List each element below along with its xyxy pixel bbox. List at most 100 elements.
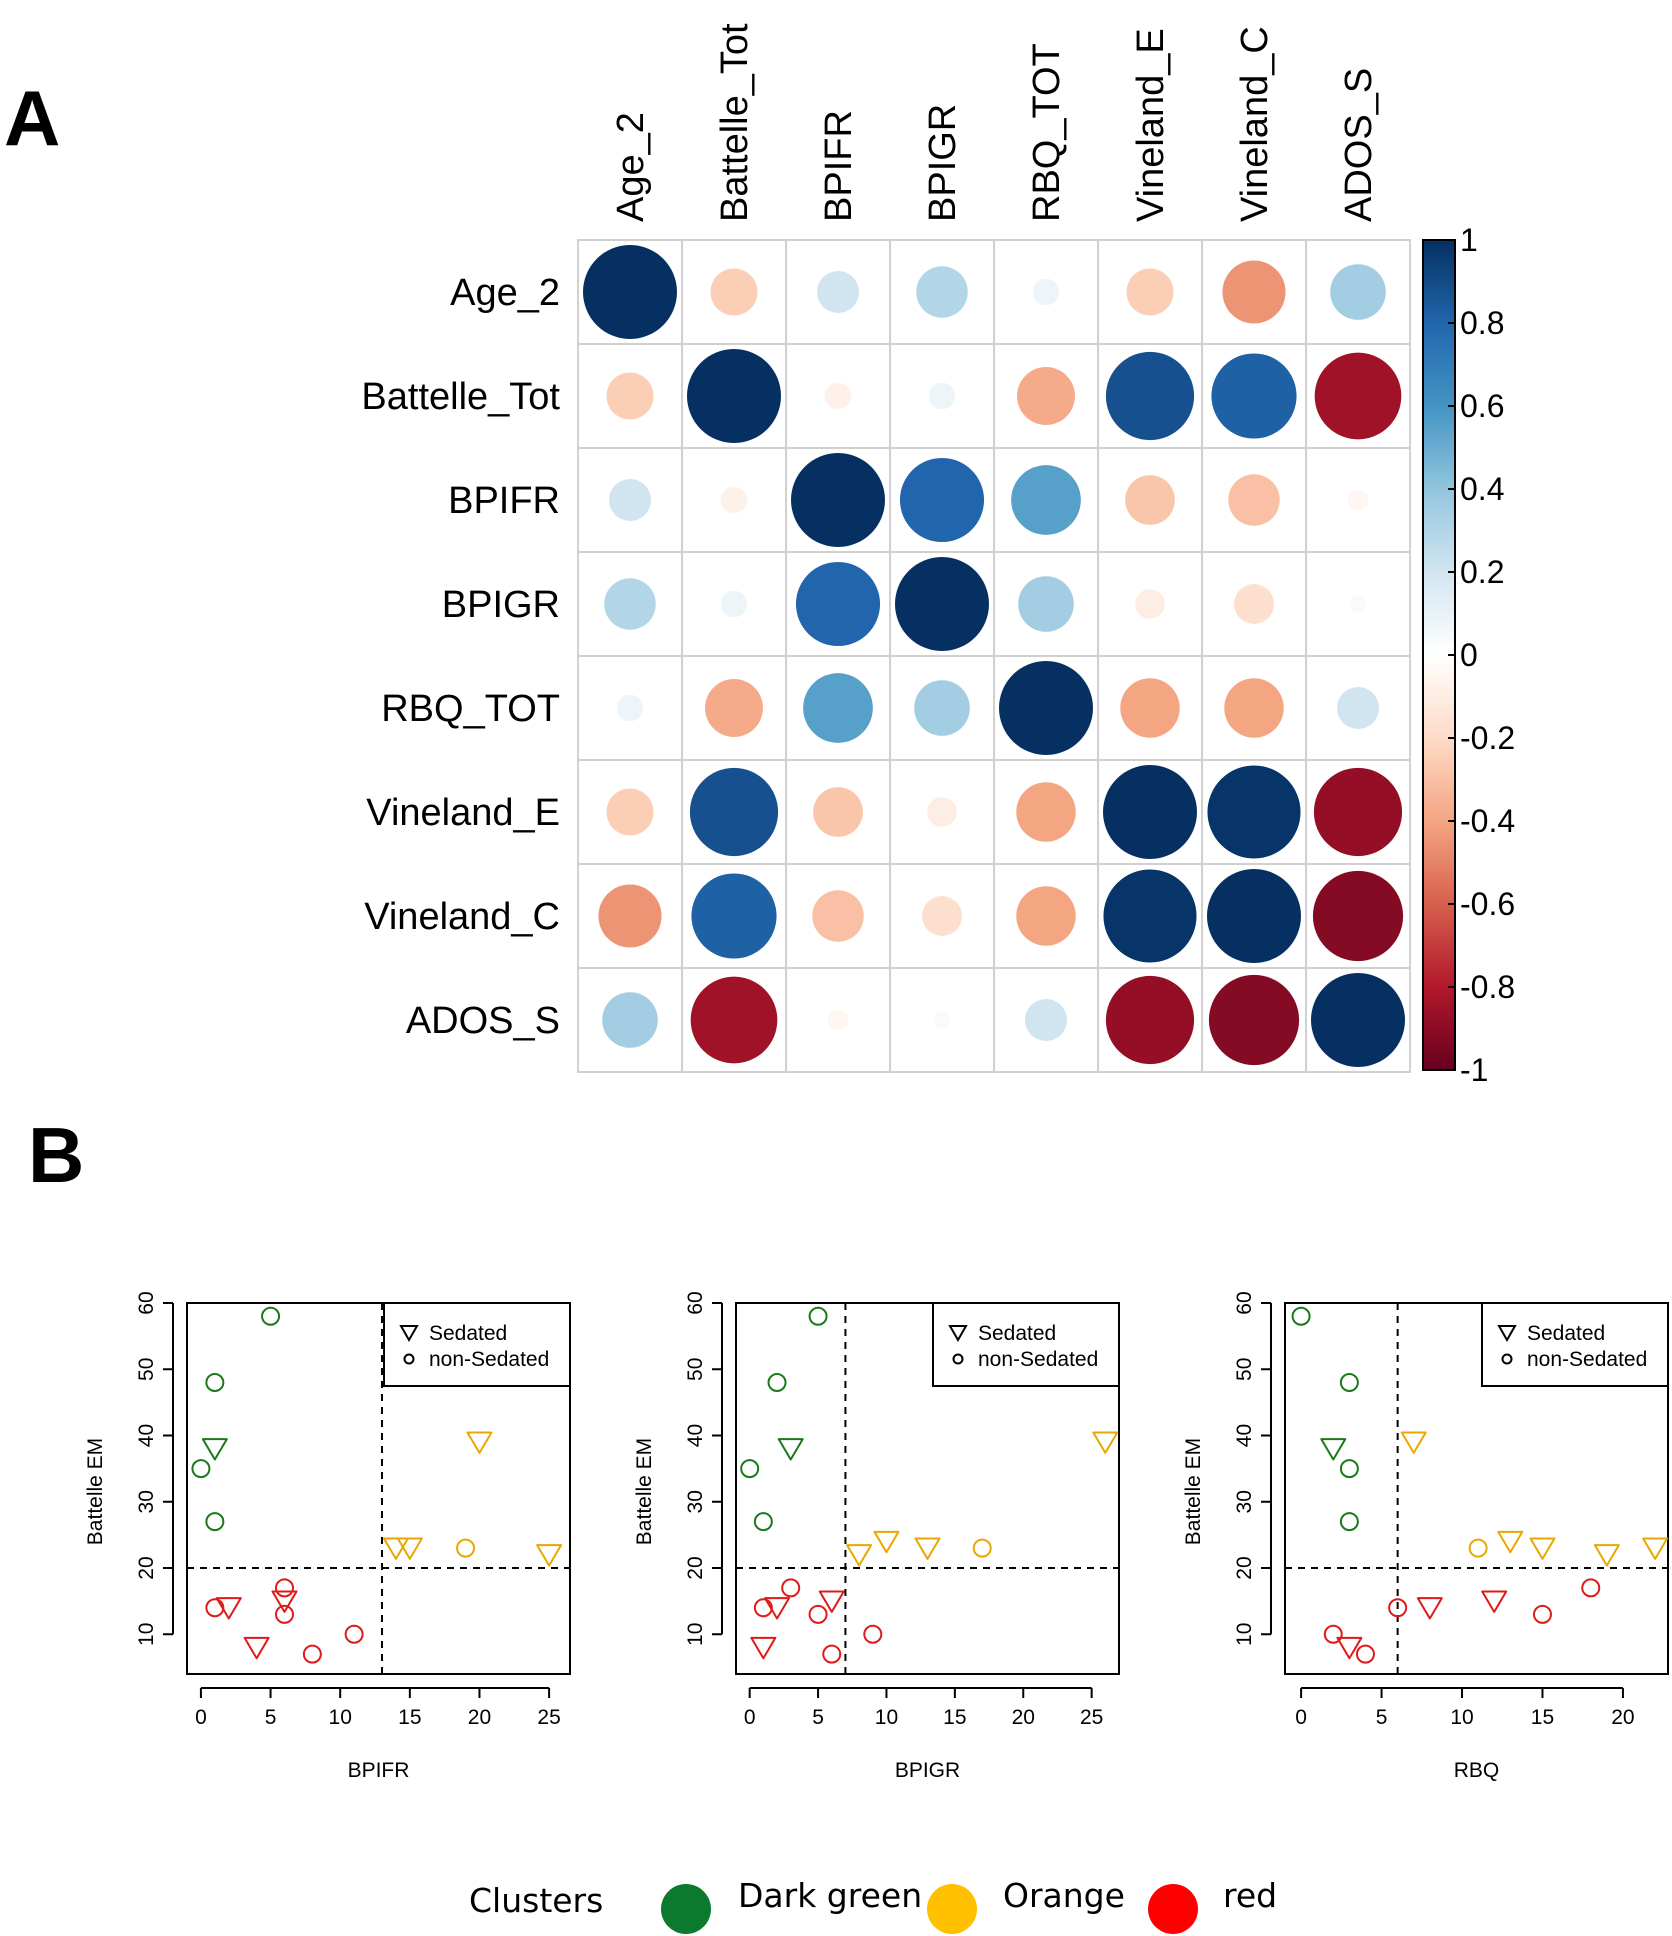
data-point-green-circle [753,1512,773,1532]
plot-legend: Sedated non-Sedated [1481,1302,1669,1387]
data-point-green-circle [191,1459,211,1479]
x-tick-label: 10 [1450,1706,1473,1729]
x-tick-label: 0 [1295,1706,1307,1729]
data-point-orange-triangle [1642,1537,1669,1560]
column-label: Vineland_C [1234,26,1276,222]
corr-circle-BPIGR-Vineland_E [1135,589,1165,619]
corr-circle-Age_2-RBQ_TOT [1032,278,1060,306]
corr-circle-BPIGR-RBQ_TOT [1018,576,1074,632]
corr-circle-Vineland_E-ADOS_S [1313,767,1403,857]
corr-circle-BPIFR-Vineland_E [1125,475,1175,525]
x-tick-label: 10 [329,1706,352,1729]
x-tick-label: 10 [875,1706,898,1729]
corr-circle-Battelle_Tot-Age_2 [606,372,654,420]
x-tick-label: 15 [398,1706,421,1729]
scatter-plot-rbq: 0 5 10 15 20 10 20 30 40 50 60 RBQ Battelle EM Sedate… [1182,1291,1669,1782]
data-point-green-circle [1291,1306,1311,1326]
x-tick-label: 5 [812,1706,824,1729]
legend-circle-icon [952,1353,964,1365]
y-tick-label: 20 [135,1556,158,1579]
corr-circle-ADOS_S-ADOS_S [1311,973,1405,1067]
panel-label-a: A [4,74,60,162]
data-point-green-circle [261,1306,281,1326]
data-point-red-circle [274,1604,294,1624]
data-point-red-circle [274,1578,294,1598]
plot-legend: Sedated non-Sedated [932,1302,1120,1387]
row-label: Age_2 [450,272,560,314]
x-tick-label: 20 [468,1706,491,1729]
cluster-label: Orange [1003,1876,1125,1915]
x-tick-label: 15 [943,1706,966,1729]
legend-label-non-sedated: non-Sedated [978,1348,1098,1371]
data-point-red-circle [1388,1598,1408,1618]
corr-circle-Battelle_Tot-BPIFR [824,382,852,410]
row-label: RBQ_TOT [381,688,560,730]
colorbar-tick-label: 0.2 [1460,554,1504,590]
corr-circle-BPIFR-BPIFR [791,453,885,547]
x-tick-label: 5 [1376,1706,1388,1729]
data-point-red-triangle [750,1636,777,1660]
column-label: ADOS_S [1338,68,1380,222]
colorbar-tick-label: -0.6 [1460,886,1515,922]
legend-circle-icon [403,1353,415,1365]
corr-circle-ADOS_S-Vineland_E [1105,975,1195,1065]
corr-circle-Age_2-BPIFR [816,270,860,314]
corr-circle-RBQ_TOT-RBQ_TOT [999,661,1093,755]
colorbar-tick-label: 0 [1460,637,1478,673]
data-point-red-circle [1581,1578,1601,1598]
data-point-green-triangle [201,1438,228,1461]
legend-box [932,1302,1120,1387]
corr-circle-BPIGR-Battelle_Tot [720,590,748,618]
corr-circle-BPIFR-Age_2 [608,478,652,522]
plot-legend: Sedated non-Sedated [383,1302,571,1387]
corr-circle-Battelle_Tot-Battelle_Tot [687,349,781,443]
cluster-label: Dark green [738,1876,922,1915]
column-label: BPIFR [818,110,860,222]
cluster-dot-orange [927,1884,977,1934]
legend-label-non-sedated: non-Sedated [1527,1348,1647,1371]
corr-circle-ADOS_S-BPIFR [827,1009,849,1031]
data-point-orange-triangle [396,1537,423,1560]
legend-label-sedated: Sedated [1527,1322,1605,1345]
data-point-red-triangle [764,1597,791,1620]
corr-circle-Age_2-Battelle_Tot [710,268,758,316]
data-point-orange-triangle [536,1544,563,1567]
y-tick-label: 20 [684,1556,707,1579]
corr-circle-Vineland_E-Age_2 [606,788,654,836]
legend-triangle-icon [948,1325,968,1343]
x-tick-label: 0 [195,1706,207,1729]
data-point-red-triangle [215,1597,242,1620]
x-tick-label: 25 [1080,1706,1103,1729]
corr-circle-Battelle_Tot-RBQ_TOT [1017,367,1075,425]
corr-circle-RBQ_TOT-ADOS_S [1336,686,1380,730]
corr-circle-RBQ_TOT-Vineland_C [1224,678,1284,738]
column-label: RBQ_TOT [1026,43,1068,222]
data-point-red-triangle [818,1590,845,1613]
data-point-orange-triangle [1497,1530,1524,1554]
corr-circle-BPIGR-BPIGR [895,557,989,651]
corr-circle-Age_2-BPIGR [916,266,968,318]
plot-frame [735,1302,1120,1675]
corr-circle-RBQ_TOT-Vineland_E [1120,678,1180,738]
y-tick-label: 40 [135,1424,158,1447]
row-label: BPIGR [442,584,560,626]
corr-circle-BPIGR-Age_2 [604,578,656,630]
x-axis-label: RBQ [1454,1759,1500,1782]
y-tick-label: 50 [135,1358,158,1381]
data-point-green-circle [205,1512,225,1532]
y-axis-label: Battelle EM [84,1438,107,1545]
data-point-orange-triangle [1529,1537,1556,1560]
data-point-red-circle [781,1578,801,1598]
corr-circle-Vineland_C-Battelle_Tot [691,873,777,959]
data-point-green-circle [1339,1512,1359,1532]
y-tick-label: 60 [135,1291,158,1314]
y-axis-label: Battelle EM [1182,1438,1205,1545]
data-point-green-circle [808,1306,828,1326]
data-point-green-circle [205,1373,225,1392]
data-point-orange-circle [972,1538,992,1558]
corr-circle-BPIGR-Vineland_C [1234,584,1274,624]
colorbar: 1 0.8 0.6 0.4 0.2 0 -0.2 -0.4 -0.6 -0.8 -1 [1422,222,1515,1088]
legend-label-non-sedated: non-Sedated [429,1348,549,1371]
data-point-red-triangle [1416,1597,1443,1620]
